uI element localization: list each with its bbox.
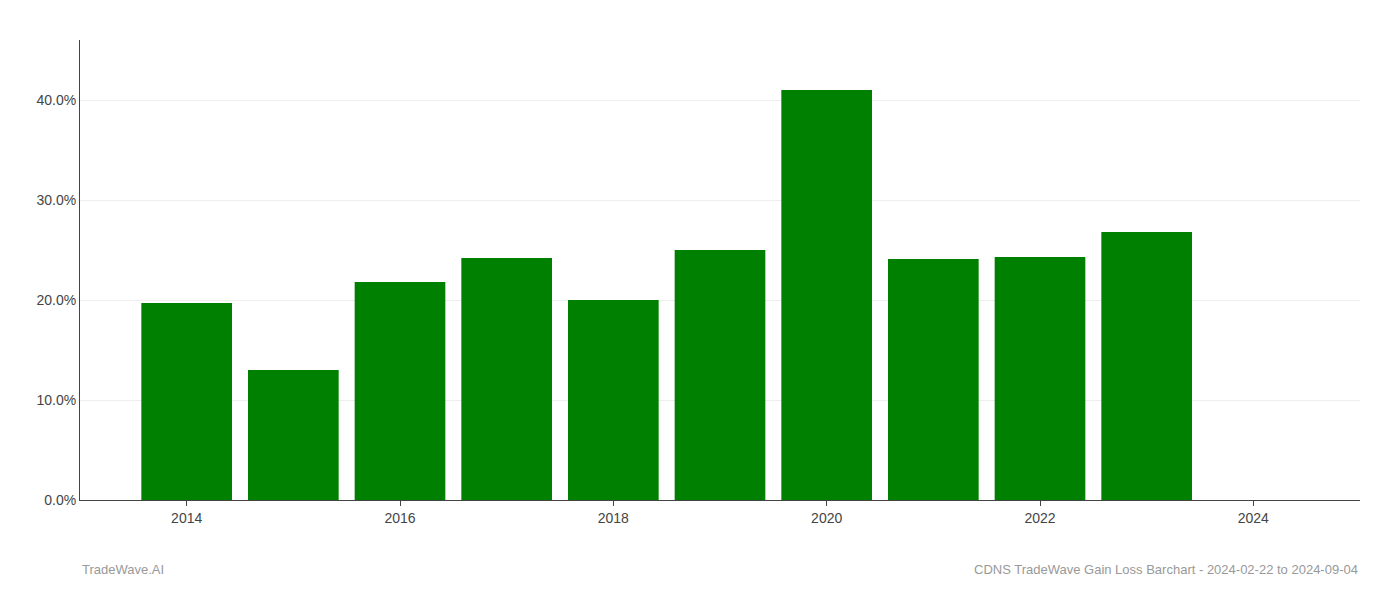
svg-text:20.0%: 20.0% bbox=[36, 292, 76, 308]
svg-text:0.0%: 0.0% bbox=[44, 492, 76, 508]
svg-text:2024: 2024 bbox=[1238, 510, 1269, 526]
svg-text:CDNS TradeWave Gain Loss Barch: CDNS TradeWave Gain Loss Barchart - 2024… bbox=[974, 562, 1358, 577]
svg-text:2014: 2014 bbox=[171, 510, 202, 526]
svg-text:40.0%: 40.0% bbox=[36, 92, 76, 108]
svg-text:2016: 2016 bbox=[384, 510, 415, 526]
svg-text:2018: 2018 bbox=[598, 510, 629, 526]
svg-text:2022: 2022 bbox=[1024, 510, 1055, 526]
svg-text:TradeWave.AI: TradeWave.AI bbox=[82, 562, 164, 577]
svg-text:10.0%: 10.0% bbox=[36, 392, 76, 408]
svg-text:2020: 2020 bbox=[811, 510, 842, 526]
svg-text:30.0%: 30.0% bbox=[36, 192, 76, 208]
